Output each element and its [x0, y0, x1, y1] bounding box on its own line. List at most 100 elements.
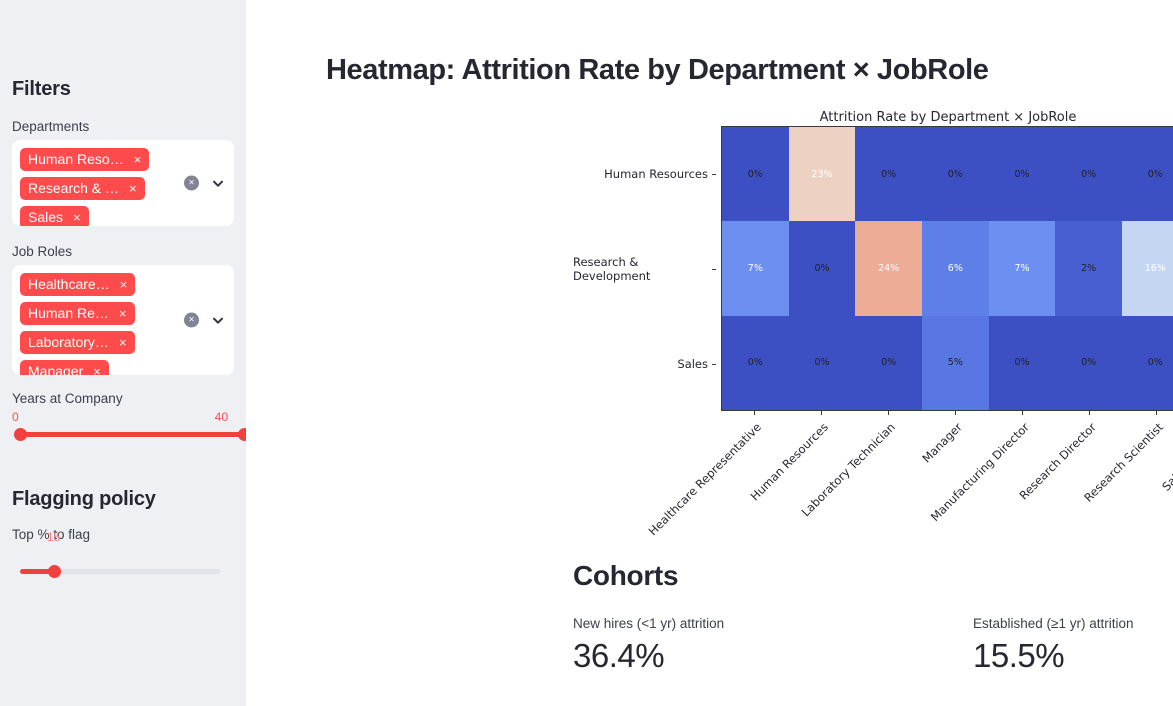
metric-value: 36.4% — [573, 637, 665, 674]
heatmap-cell: 0% — [722, 315, 789, 410]
heatmap-cell: 0% — [988, 315, 1056, 410]
top-pct-track[interactable] — [12, 563, 234, 579]
chip-label: Sales — [28, 209, 64, 225]
x-axis-label: Healthcare Representative — [646, 420, 765, 539]
x-axis-tick — [788, 411, 855, 416]
clear-all-icon[interactable]: × — [184, 175, 199, 191]
chip-label: Healthcare… — [28, 276, 110, 292]
x-axis-tick — [989, 411, 1056, 416]
heatmap-cell: 24% — [855, 221, 922, 316]
metric-label: New hires (<1 yr) attrition — [573, 616, 725, 631]
chip-remove-icon[interactable]: × — [73, 209, 81, 225]
metric-new-hires: New hires (<1 yr) attrition 36.4% — [573, 616, 973, 675]
chip-remove-icon[interactable]: × — [118, 334, 127, 350]
heatmap-plot: 0%23%0%0%0%0%0%0%0%7%0%24%6%7%2%16%0%0%0… — [721, 126, 1173, 411]
chip-department[interactable]: Human Reso… × — [20, 148, 150, 171]
departments-chip-list: Human Reso… × Research & … × Sales × — [20, 148, 150, 226]
heatmap-cell: 0% — [1121, 127, 1173, 222]
years-at-company-slider[interactable]: Years at Company 0 40 — [12, 391, 251, 442]
chip-remove-icon[interactable]: × — [93, 363, 101, 376]
heatmap-cell: 23% — [788, 127, 856, 222]
years-range-values: 0 40 — [12, 410, 234, 425]
x-axis-label-slot: Laboratory Technician — [799, 416, 922, 536]
x-axis-label: Manager — [919, 420, 965, 466]
x-axis-tick — [922, 411, 989, 416]
job-roles-chip-list: Healthcare… × Human Re… × Laboratory… × … — [20, 273, 136, 375]
x-axis-tick — [855, 411, 922, 416]
page-title: Heatmap: Attrition Rate by Department × … — [326, 54, 989, 86]
chip-remove-icon[interactable]: × — [133, 151, 142, 167]
job-roles-label: Job Roles — [12, 244, 73, 259]
heatmap-cell: 0% — [788, 315, 856, 410]
top-pct-value: 15 — [46, 530, 61, 544]
x-axis-ticks — [721, 411, 1173, 416]
chart-title: Attrition Rate by Department × JobRole — [819, 110, 1077, 125]
clear-all-icon[interactable]: × — [184, 312, 199, 328]
heatmap-cell: 7% — [722, 221, 789, 316]
heatmap-cell: 0% — [722, 127, 789, 222]
departments-actions: × — [184, 175, 224, 191]
years-max-value: 40 — [214, 410, 228, 424]
chevron-down-icon[interactable] — [212, 177, 224, 189]
chip-label: Human Reso… — [28, 151, 124, 167]
y-axis-label: Human Resources — [573, 126, 716, 221]
x-axis-labels: Healthcare Representative Human Resources… — [646, 416, 1173, 538]
departments-label: Departments — [12, 119, 90, 134]
sidebar: Filters Departments Human Reso… × Resear… — [0, 0, 251, 706]
heatmap-cell: 16% — [1121, 221, 1173, 316]
chip-label: Laboratory… — [28, 334, 109, 350]
top-pct-knob[interactable] — [47, 565, 61, 578]
y-axis-label: Sales — [573, 316, 716, 411]
chip-job-role[interactable]: Manager × — [20, 360, 109, 375]
chip-label: Manager — [28, 363, 84, 375]
heatmap-cell: 0% — [921, 127, 989, 222]
chip-remove-icon[interactable]: × — [129, 180, 137, 196]
heatmap-cell: 0% — [1121, 315, 1173, 410]
chip-department[interactable]: Sales × — [20, 206, 89, 226]
heatmap-cell: 6% — [921, 221, 989, 316]
top-pct-slider[interactable]: Top % to flag 15 — [12, 527, 234, 579]
heatmap-cell: 7% — [988, 221, 1056, 316]
chip-remove-icon[interactable]: × — [119, 276, 128, 292]
chevron-down-icon[interactable] — [212, 314, 224, 326]
chip-label: Research & … — [28, 180, 120, 196]
top-pct-track-fill — [20, 569, 54, 574]
x-axis-tick — [1122, 411, 1173, 416]
years-knob-low[interactable] — [14, 428, 27, 441]
metric-value: 15.5% — [973, 637, 1065, 674]
y-axis-labels: Human Resources Research & Development Sal… — [573, 126, 716, 411]
chip-remove-icon[interactable]: × — [118, 305, 127, 321]
heatmap-cell: 0% — [1055, 127, 1122, 222]
chip-department[interactable]: Research & … × — [20, 177, 145, 200]
x-axis-tick — [1055, 411, 1122, 416]
departments-multiselect[interactable]: Human Reso… × Research & … × Sales × × — [12, 140, 234, 226]
chip-job-role[interactable]: Healthcare… × — [20, 273, 136, 296]
years-track-fill — [20, 432, 244, 437]
top-pct-label: Top % to flag — [12, 527, 91, 542]
years-at-company-label: Years at Company — [12, 391, 123, 406]
job-roles-multiselect[interactable]: Healthcare… × Human Re… × Laboratory… × … — [12, 265, 234, 375]
flagging-policy-heading: Flagging policy — [12, 488, 156, 510]
y-axis-label: Research & Development — [573, 221, 716, 316]
main-content: Heatmap: Attrition Rate by Department × … — [246, 0, 1173, 706]
heatmap-cell: 0% — [788, 221, 856, 316]
metric-label: Established (≥1 yr) attrition — [973, 616, 1134, 631]
years-min-value: 0 — [12, 410, 19, 424]
metric-established: Established (≥1 yr) attrition 15.5% — [973, 616, 1173, 675]
heatmap-cell: 5% — [921, 315, 989, 410]
cohorts-title: Cohorts — [573, 560, 679, 591]
filters-heading: Filters — [12, 78, 71, 100]
x-axis-tick — [721, 411, 788, 416]
chip-job-role[interactable]: Human Re… × — [20, 302, 135, 325]
heatmap-figure: Attrition Rate by Department × JobRole H… — [573, 100, 1173, 540]
heatmap-cell: 0% — [988, 127, 1056, 222]
heatmap-cell: 2% — [1055, 221, 1122, 316]
years-track[interactable] — [12, 426, 251, 442]
heatmap-cell: 0% — [1055, 315, 1122, 410]
heatmap-cell: 0% — [855, 127, 922, 222]
cohort-metrics-row: New hires (<1 yr) attrition 36.4% Establ… — [573, 616, 1173, 675]
job-roles-actions: × — [184, 312, 224, 328]
heatmap-cell: 0% — [855, 315, 922, 410]
chip-job-role[interactable]: Laboratory… × — [20, 331, 135, 354]
